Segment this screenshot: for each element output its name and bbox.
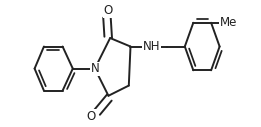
Text: Me: Me [220,16,237,29]
Text: O: O [104,4,113,17]
Text: NH: NH [143,40,161,53]
Text: N: N [91,62,99,75]
Text: O: O [87,110,96,123]
